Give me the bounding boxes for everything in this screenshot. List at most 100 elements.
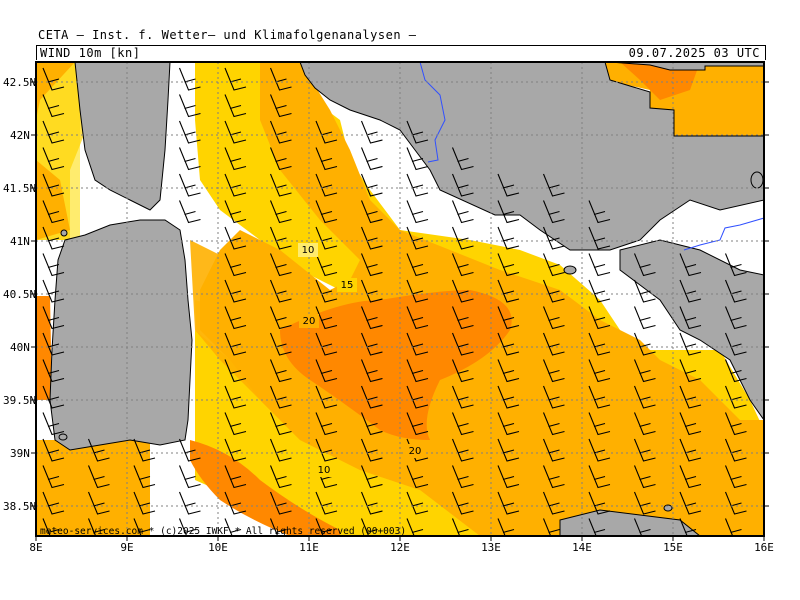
axis-ticks [31,81,769,541]
lat-label: 39N [10,447,30,460]
latitude-labels: 42.5N 42N 41.5N 41N 40.5N 40N 39.5N 39N … [3,76,36,513]
wind-barb [406,359,429,383]
island [60,229,68,237]
wind-barb [497,200,520,224]
wind-barb [42,200,65,224]
lat-label: 42N [10,129,30,142]
wind-barb [406,518,424,536]
wind-barb [87,465,110,489]
wind-barb [497,385,520,409]
wind-barb [360,491,383,515]
wind-barb [679,518,697,536]
wind-barb [588,465,611,489]
wind-barb [724,412,747,436]
lon-label: 10E [208,541,228,554]
wind-barb [360,412,383,436]
parameter-label: WIND 10m [kn] [40,46,141,60]
wind-barb [224,306,247,330]
wind-barb [224,200,247,224]
sardinia-land [49,219,193,451]
chart-title: CETA — Inst. f. Wetter— und Klimafolgena… [38,28,417,42]
wind-barb [542,173,565,197]
lon-label: 8E [29,541,42,554]
wind-barb [542,465,565,489]
wind-barb [679,306,702,330]
lon-label: 11E [299,541,319,554]
lat-label: 42.5N [3,76,36,89]
wind-barb [42,359,65,383]
wind-barb [269,306,292,330]
wind-barb [360,120,383,144]
wind-barb [542,412,565,436]
wind-barb [542,306,565,330]
wind-barb [588,412,611,436]
wind-barb [224,518,242,536]
wind-barb [133,438,156,462]
wind-barb [360,226,383,250]
wind-barb [87,518,105,536]
wind-barb [406,306,429,330]
wind-barb [451,438,474,462]
wind-barb [724,253,747,277]
wind-barb [224,465,247,489]
lon-label: 14E [572,541,592,554]
wind-barb [224,412,247,436]
wind-barb [360,359,383,383]
lat-label: 38.5N [3,500,36,513]
contour-label: 15 [341,280,354,291]
wind-barb [588,518,606,536]
wind-barb [724,518,742,536]
lon-label: 16E [754,541,774,554]
wind-barb [178,465,201,489]
wind-barb [42,253,65,277]
wind-barb [360,173,383,197]
wind-barb [451,491,474,515]
wind-barb [542,438,565,462]
wind-barb [588,332,611,356]
wind-barb [42,226,65,250]
wind-barb [42,518,60,536]
wind-barb [588,253,611,277]
wind-barb [406,147,429,171]
wind-barb [42,412,65,436]
wind-barb [406,465,429,489]
wind-barb [406,200,429,224]
lat-label: 41N [10,235,30,248]
wind-barb [497,438,520,462]
sicily-land [559,509,701,536]
wind-barb [497,465,520,489]
wind-barb [724,306,747,330]
wind-barb [588,200,611,224]
wind-barb [497,306,520,330]
lat-label: 40N [10,341,30,354]
wind-barb [633,306,656,330]
wind-barb [542,359,565,383]
wind-barb [497,226,520,250]
wind-barb [42,147,65,171]
wind-barb [406,120,429,144]
wind-barb [542,226,565,250]
wind-barb [269,518,287,536]
lon-label: 15E [663,541,683,554]
wind-barb [542,518,560,536]
wind-barb [178,518,196,536]
wind-barb [451,173,474,197]
wind-barb [269,94,292,118]
wind-barb [42,438,65,462]
lon-label: 13E [481,541,501,554]
wind-barb [497,332,520,356]
wind-barb [224,253,247,277]
wind-barb [133,491,156,515]
longitude-labels: 8E 9E 10E 11E 12E 13E 14E 15E 16E [29,541,774,554]
wind-barb [224,359,247,383]
wind-barb [451,306,474,330]
wind-barb [42,491,65,515]
wind-barb [360,306,383,330]
wind-barb [42,465,65,489]
wind-barb [633,359,656,383]
wind-barb [451,359,474,383]
header-bar [36,45,766,60]
wind-barb [588,491,611,515]
wind-barb [133,465,156,489]
